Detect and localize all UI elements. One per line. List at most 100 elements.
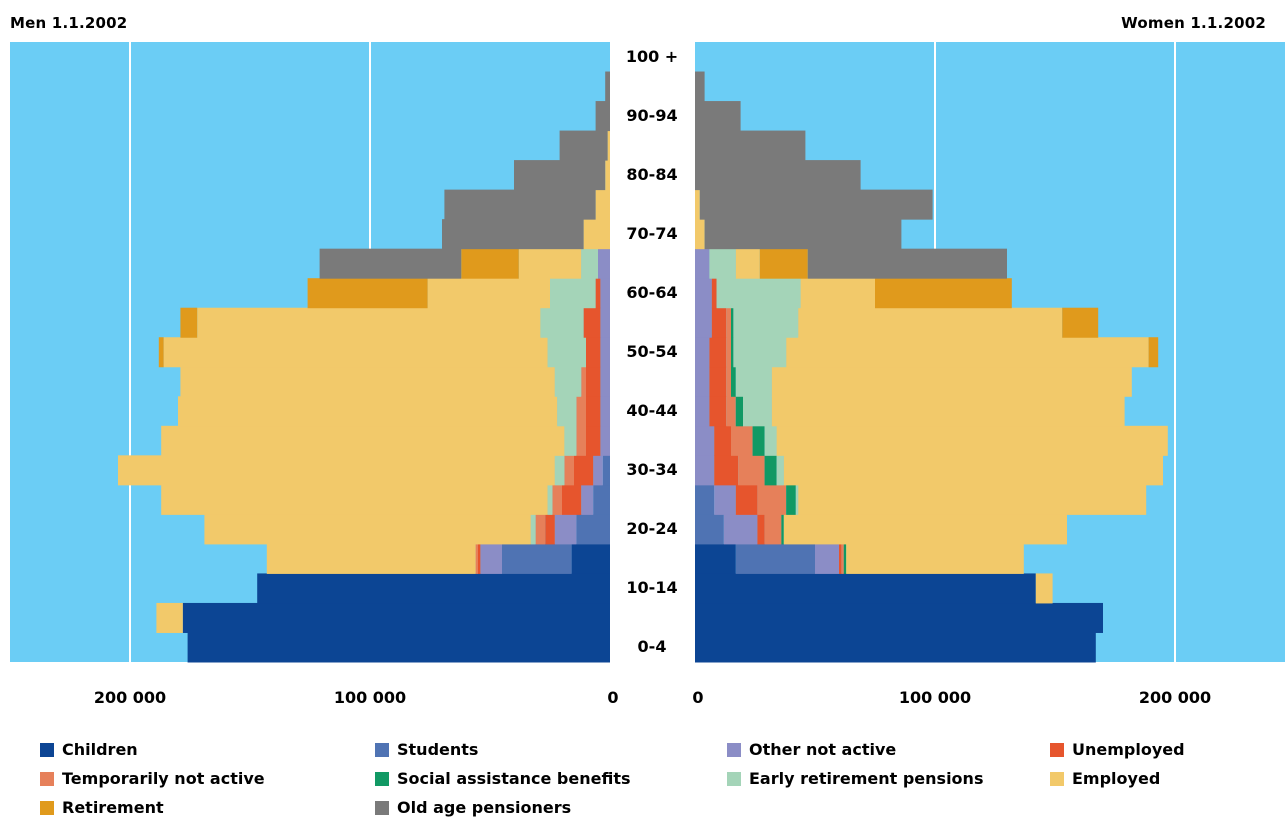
bar-women-60-64-employed xyxy=(800,278,875,309)
x-tick-label-men: 0 xyxy=(607,688,618,707)
bar-women-20-24-students xyxy=(695,514,724,545)
bar-women-50-54-employed xyxy=(786,337,1149,368)
bar-women-35-39-temporarily-not-active xyxy=(731,425,753,456)
bar-women-25-29-unemployed xyxy=(735,484,758,515)
bar-men-60-64-early-retirement-pensions xyxy=(550,278,596,309)
bar-women-55-59-employed xyxy=(798,307,1063,338)
bar-women-60-64-unemployed xyxy=(711,278,717,309)
bar-men-20-24-early-retirement-pensions xyxy=(530,514,536,545)
bar-women-45-49-temporarily-not-active xyxy=(726,366,731,397)
legend-swatch xyxy=(727,742,741,757)
bar-men-95-99-old-age-pensioners xyxy=(605,71,610,102)
bar-women-35-39-unemployed xyxy=(714,425,731,456)
bar-men-35-39-other-not-active xyxy=(600,425,610,456)
bar-women-30-34-early-retirement-pensions xyxy=(776,455,784,486)
bar-women-45-49-other-not-active xyxy=(695,366,710,397)
chart-title-women: Women 1.1.2002 xyxy=(1121,14,1266,32)
bar-women-40-44-employed xyxy=(771,396,1125,427)
bar-men-25-29-unemployed xyxy=(562,484,582,515)
bar-men-55-59-employed xyxy=(197,307,541,338)
bar-women-20-24-employed xyxy=(783,514,1067,545)
bar-men-20-24-unemployed xyxy=(545,514,555,545)
legend-label: Children xyxy=(62,740,138,759)
bar-women-40-44-unemployed xyxy=(709,396,727,427)
bar-women-15-19-students xyxy=(735,543,815,574)
legend-label: Old age pensioners xyxy=(397,798,572,817)
bar-men-70-74-employed xyxy=(583,219,610,250)
x-tick-label-men: 100 000 xyxy=(334,688,406,707)
bar-men-70-74-old-age-pensioners xyxy=(442,219,584,250)
bar-men-10-14-children xyxy=(257,573,610,604)
bar-women-30-34-temporarily-not-active xyxy=(738,455,765,486)
bar-men-5-9-children xyxy=(182,602,611,633)
legend-item-students: Students xyxy=(375,740,478,759)
bar-women-25-29-temporarily-not-active xyxy=(757,484,787,515)
bar-women-15-19-other-not-active xyxy=(815,543,839,574)
bar-women-25-29-employed xyxy=(798,484,1147,515)
bar-women-45-49-employed xyxy=(771,366,1132,397)
bar-men-80-84-old-age-pensioners xyxy=(514,160,606,191)
legend-item-social-assistance-benefits: Social assistance benefits xyxy=(375,769,631,788)
legend-swatch xyxy=(375,771,389,786)
legend-label: Students xyxy=(397,740,479,759)
bar-women-10-14-employed xyxy=(1035,573,1053,604)
bar-women-30-34-social-assistance-benefits xyxy=(764,455,777,486)
legend-item-early-retirement-pensions: Early retirement pensions xyxy=(727,769,983,788)
bar-men-30-34-other-not-active xyxy=(593,455,603,486)
age-tick-label: 50-54 xyxy=(626,342,677,361)
bar-men-75-79-old-age-pensioners xyxy=(444,189,596,220)
bar-men-40-44-other-not-active xyxy=(600,396,610,427)
legend-swatch xyxy=(40,742,54,757)
legend-swatch xyxy=(375,742,389,757)
legend-swatch xyxy=(727,771,741,786)
women-bars xyxy=(695,71,1168,663)
age-tick-label: 100 + xyxy=(626,47,678,66)
bar-men-15-19-temporarily-not-active xyxy=(475,543,478,574)
bar-women-20-24-temporarily-not-active xyxy=(764,514,782,545)
bar-women-10-14-children xyxy=(695,573,1036,604)
bar-women-50-54-temporarily-not-active xyxy=(726,337,731,368)
bar-women-70-74-employed xyxy=(695,219,705,250)
bar-women-90-94-old-age-pensioners xyxy=(695,101,741,132)
bar-women-80-84-old-age-pensioners xyxy=(695,160,861,191)
bar-women-50-54-unemployed xyxy=(709,337,727,368)
bar-men-30-34-students xyxy=(602,455,610,486)
bar-men-50-54-retirement xyxy=(158,337,164,368)
bar-women-60-64-retirement xyxy=(875,278,1012,309)
bar-women-45-49-social-assistance-benefits xyxy=(731,366,736,397)
bar-women-50-54-retirement xyxy=(1148,337,1159,368)
bar-women-55-59-temporarily-not-active xyxy=(726,307,731,338)
bar-men-20-24-students xyxy=(576,514,610,545)
bar-women-55-59-social-assistance-benefits xyxy=(731,307,734,338)
bar-men-25-29-other-not-active xyxy=(581,484,594,515)
legend-label: Temporarily not active xyxy=(62,769,265,788)
legend-label: Social assistance benefits xyxy=(397,769,631,788)
bar-women-55-59-unemployed xyxy=(711,307,727,338)
age-tick-label: 30-34 xyxy=(626,460,677,479)
bar-women-85-89-old-age-pensioners xyxy=(695,130,806,161)
legend-swatch xyxy=(40,800,54,815)
bar-men-15-19-students xyxy=(502,543,572,574)
bar-women-30-34-other-not-active xyxy=(695,455,715,486)
bar-men-60-64-other-not-active xyxy=(600,278,610,309)
bar-men-40-44-employed xyxy=(178,396,558,427)
bar-women-40-44-early-retirement-pensions xyxy=(743,396,772,427)
bar-men-90-94-old-age-pensioners xyxy=(595,101,610,132)
bar-women-15-19-temporarily-not-active xyxy=(841,543,844,574)
bar-women-40-44-temporarily-not-active xyxy=(726,396,736,427)
bar-women-20-24-unemployed xyxy=(757,514,765,545)
bar-women-45-49-early-retirement-pensions xyxy=(735,366,772,397)
bar-women-45-49-unemployed xyxy=(709,366,727,397)
bar-women-55-59-retirement xyxy=(1062,307,1099,338)
men-bars xyxy=(118,71,611,663)
bar-women-35-39-early-retirement-pensions xyxy=(764,425,777,456)
bar-men-25-29-employed xyxy=(161,484,548,515)
bar-men-40-44-unemployed xyxy=(586,396,601,427)
bar-women-75-79-employed xyxy=(695,189,700,220)
bar-men-85-89-employed xyxy=(607,130,610,161)
age-tick-label: 80-84 xyxy=(626,165,677,184)
bar-women-30-34-unemployed xyxy=(714,455,739,486)
bar-men-45-49-employed xyxy=(180,366,555,397)
bar-men-35-39-temporarily-not-active xyxy=(576,425,586,456)
age-tick-label: 90-94 xyxy=(626,106,677,125)
